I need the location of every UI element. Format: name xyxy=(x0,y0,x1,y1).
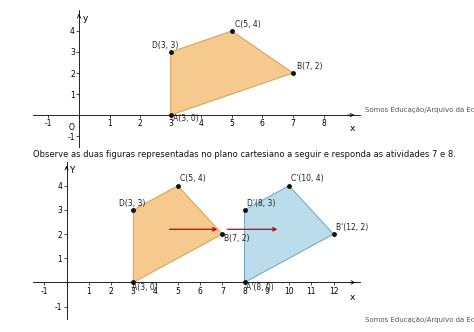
Text: D(3, 3): D(3, 3) xyxy=(152,41,179,50)
Text: B(7, 2): B(7, 2) xyxy=(297,62,322,71)
Text: x: x xyxy=(350,124,356,133)
Text: y: y xyxy=(82,14,88,23)
Text: D(3, 3): D(3, 3) xyxy=(119,199,145,208)
Text: A(3, 0): A(3, 0) xyxy=(132,283,158,292)
Text: A'(8, 0): A'(8, 0) xyxy=(246,283,274,291)
Polygon shape xyxy=(171,31,293,115)
Text: B'(12, 2): B'(12, 2) xyxy=(336,223,368,232)
Text: O: O xyxy=(68,123,74,132)
Text: D'(8, 3): D'(8, 3) xyxy=(247,199,275,208)
Text: Y: Y xyxy=(69,166,74,175)
Text: Somos Educação/Arquivo da Editora: Somos Educação/Arquivo da Editora xyxy=(365,317,474,323)
Text: C(5, 4): C(5, 4) xyxy=(235,20,261,29)
Text: Observe as duas figuras representadas no plano cartesiano a seguir e responda as: Observe as duas figuras representadas no… xyxy=(33,150,456,159)
Text: C'(10, 4): C'(10, 4) xyxy=(291,174,324,183)
Text: Somos Educação/Arquivo da Editora: Somos Educação/Arquivo da Editora xyxy=(365,107,474,113)
Polygon shape xyxy=(245,186,334,283)
Polygon shape xyxy=(133,186,222,283)
Text: x: x xyxy=(350,292,355,301)
Text: A(3, 0): A(3, 0) xyxy=(173,115,199,124)
Text: B(7, 2): B(7, 2) xyxy=(224,234,250,243)
Text: C(5, 4): C(5, 4) xyxy=(180,174,205,183)
